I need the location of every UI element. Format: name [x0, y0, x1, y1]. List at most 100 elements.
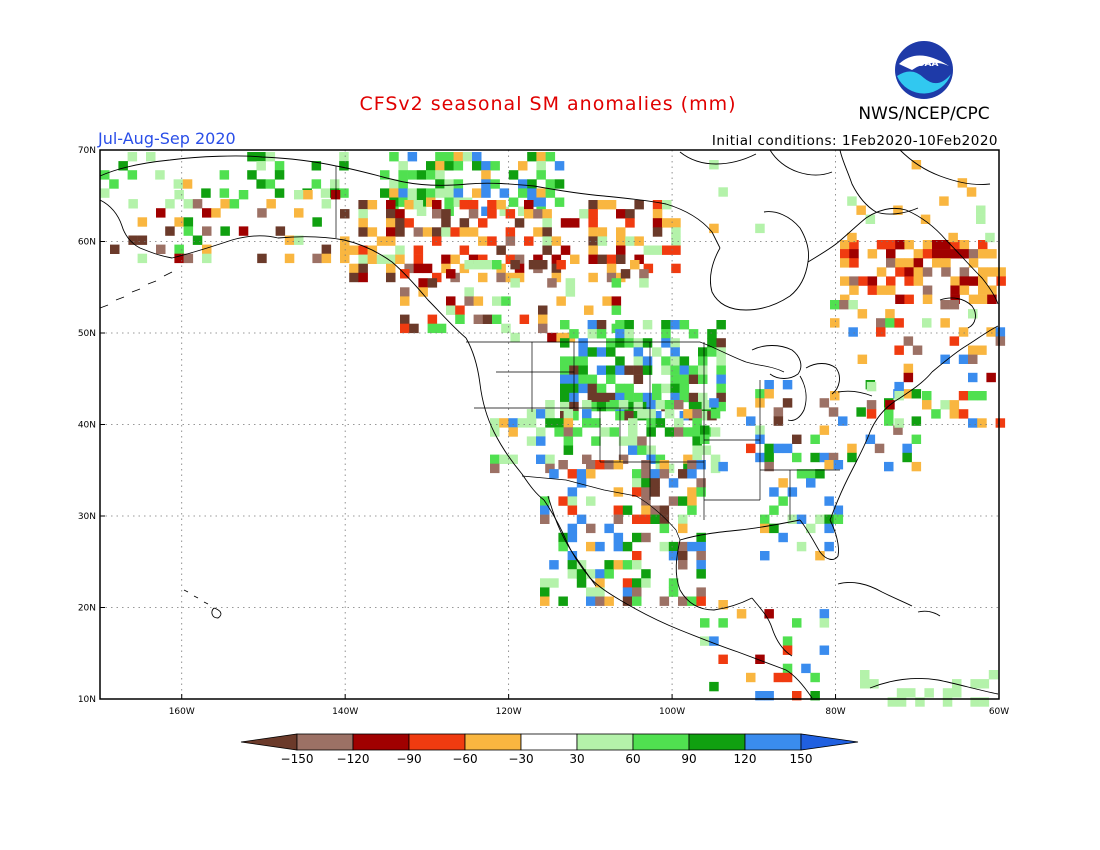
anomaly-cell — [698, 374, 708, 384]
anomaly-cell — [165, 199, 175, 209]
anomaly-cell — [542, 227, 552, 237]
anomaly-cell — [510, 332, 520, 343]
anomaly-cell — [652, 392, 662, 403]
anomaly-cell — [978, 267, 988, 277]
anomaly-cell — [256, 179, 266, 189]
anomaly-cell — [358, 263, 368, 274]
anomaly-cell — [586, 523, 596, 534]
anomaly-cell — [606, 365, 616, 375]
anomaly-cell — [796, 541, 807, 552]
anomaly-cell — [659, 596, 670, 606]
anomaly-cell — [358, 227, 368, 237]
agency-label: NWS/NCEP/CPC — [858, 104, 989, 124]
anomaly-cell — [668, 541, 679, 552]
colorbar-labels: −150 −120 −90 −60 −30 30 60 90 120 150 — [281, 752, 813, 766]
anomaly-cell — [700, 434, 710, 444]
anomaly-cell — [192, 199, 203, 209]
anomaly-cell — [426, 197, 436, 207]
anomaly-cell — [692, 445, 702, 455]
coastlines — [99, 149, 999, 699]
anomaly-cell — [482, 314, 493, 324]
anomaly-cell — [567, 487, 578, 497]
anomaly-cell — [716, 383, 726, 394]
anomaly-cell — [650, 478, 660, 488]
anomaly-cell — [637, 409, 647, 419]
anomaly-cell — [499, 418, 509, 428]
anomaly-cell — [670, 320, 680, 330]
anomaly-cell — [615, 356, 625, 366]
colorbar-tick-label: −30 — [508, 752, 533, 766]
anomaly-cell — [976, 205, 986, 215]
anomaly-cell — [367, 227, 378, 237]
anomaly-cell — [646, 445, 656, 455]
anomaly-cell — [427, 323, 438, 334]
anomaly-cell — [455, 314, 465, 324]
anomaly-cell — [587, 374, 598, 384]
anomaly-cell — [773, 443, 784, 454]
anomaly-cell — [567, 551, 578, 561]
anomaly-cell — [545, 188, 556, 198]
anomaly-cell — [687, 487, 697, 497]
anomaly-cell — [508, 418, 518, 428]
anomaly-cell — [688, 401, 699, 412]
anomaly-cell — [692, 427, 702, 437]
anomaly-cell — [782, 636, 793, 646]
anomaly-cell — [492, 296, 502, 306]
anomaly-cell — [558, 496, 568, 506]
anomaly-cell — [633, 374, 644, 384]
latitude-label: 70N — [78, 146, 96, 156]
colorbar — [240, 733, 859, 751]
colorbar-segment — [688, 733, 746, 751]
anomaly-cell — [670, 365, 680, 375]
anomaly-cell — [860, 670, 870, 680]
anomaly-cell — [782, 398, 793, 408]
anomaly-cell — [174, 190, 184, 200]
anomaly-cell — [358, 200, 368, 210]
anomaly-cell — [979, 697, 990, 707]
colorbar-segment — [352, 733, 410, 751]
anomaly-cell — [441, 227, 451, 237]
anomaly-cell — [587, 392, 598, 403]
latitude-label: 10N — [78, 695, 96, 705]
anomaly-cell — [578, 338, 588, 348]
anomaly-cell — [578, 374, 588, 384]
anomaly-cell — [395, 209, 405, 219]
anomaly-cell — [641, 532, 651, 543]
anomaly-cell — [591, 436, 601, 446]
anomaly-cell — [510, 260, 520, 270]
anomaly-cell — [505, 227, 516, 237]
anomaly-cell — [709, 681, 719, 692]
colorbar-arrow-low — [240, 733, 298, 751]
anomaly-cell — [652, 383, 662, 394]
anomaly-cell — [572, 427, 583, 437]
anomaly-cell — [668, 587, 679, 597]
anomaly-cell — [444, 197, 454, 207]
anomaly-cell — [508, 197, 519, 207]
anomaly-cell — [968, 354, 978, 364]
anomaly-cell — [540, 587, 550, 597]
anomaly-cell — [606, 338, 616, 348]
anomaly-cell — [563, 427, 574, 437]
anomaly-cell — [959, 285, 970, 295]
anomaly-cell — [632, 578, 642, 588]
anomaly-cell — [137, 253, 148, 264]
anomaly-cell — [628, 436, 638, 446]
anomaly-cell — [876, 327, 886, 337]
anomaly-cell — [885, 309, 895, 319]
anomaly-cell — [137, 235, 148, 245]
anomaly-cell — [632, 514, 642, 524]
anomaly-cell — [556, 296, 566, 306]
anomaly-cell — [958, 409, 969, 419]
anomaly-cell — [736, 407, 747, 417]
anomaly-cell — [556, 332, 566, 343]
anomaly-cell — [952, 688, 962, 698]
anomaly-cell — [501, 296, 511, 306]
anomaly-cell — [950, 276, 960, 286]
anomaly-cell — [202, 253, 212, 264]
anomaly-cell — [386, 209, 396, 219]
anomaly-cell — [659, 460, 670, 470]
anomaly-cell — [659, 505, 670, 515]
anomaly-cell — [696, 551, 706, 561]
anomaly-cell — [698, 411, 708, 421]
anomaly-cell — [613, 532, 624, 543]
